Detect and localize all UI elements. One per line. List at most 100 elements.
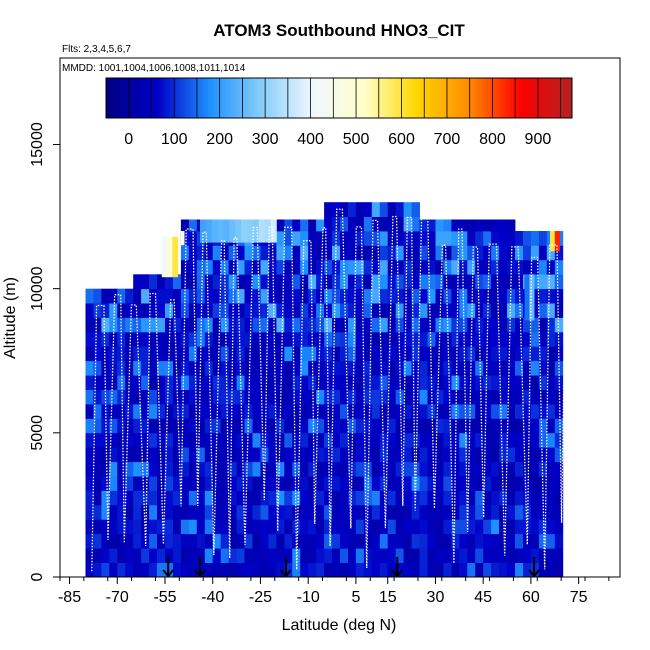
data-cell xyxy=(157,490,166,506)
data-cell xyxy=(491,461,500,477)
colorbar-swatch xyxy=(106,78,110,118)
colorbar-swatch xyxy=(161,78,165,118)
data-cell xyxy=(379,216,389,232)
data-cell xyxy=(300,360,309,376)
data-cell xyxy=(220,548,230,563)
data-cell xyxy=(554,504,564,520)
data-cell xyxy=(387,533,397,549)
data-cell xyxy=(379,432,389,448)
data-cell xyxy=(292,418,301,434)
data-cell xyxy=(403,404,412,419)
data-cell xyxy=(284,346,293,362)
data-cell xyxy=(109,432,118,448)
data-cell xyxy=(300,404,309,419)
data-cell xyxy=(387,548,397,563)
data-cell xyxy=(507,548,516,563)
data-cell xyxy=(348,216,357,232)
data-cell xyxy=(554,303,564,318)
data-cell xyxy=(268,389,277,405)
plot-frame xyxy=(59,57,621,578)
data-cell xyxy=(475,288,484,304)
data-cell xyxy=(459,346,468,362)
data-cell xyxy=(204,519,214,535)
data-cell xyxy=(483,432,492,448)
data-cell xyxy=(467,259,476,275)
data-cell xyxy=(451,274,460,290)
data-cell xyxy=(141,519,150,535)
data-cell xyxy=(395,317,405,333)
data-cell xyxy=(371,432,381,448)
data-cell xyxy=(363,375,373,390)
data-cell xyxy=(348,259,357,275)
data-cell xyxy=(467,231,476,246)
data-cell xyxy=(300,476,309,491)
data-cell xyxy=(546,476,556,491)
data-cell xyxy=(308,519,317,535)
data-cell xyxy=(411,447,420,463)
data-cell xyxy=(403,274,412,290)
feature-cell xyxy=(524,274,530,321)
data-cell xyxy=(371,562,381,577)
data-cell xyxy=(467,533,476,549)
data-cell xyxy=(204,288,214,304)
data-cell xyxy=(530,519,540,535)
data-cell xyxy=(538,375,548,390)
colorbar-swatch xyxy=(391,78,395,118)
feature-cell xyxy=(241,219,248,243)
data-cell xyxy=(125,533,134,549)
data-cell xyxy=(188,245,198,261)
data-cell xyxy=(300,418,309,434)
data-cell xyxy=(451,490,460,506)
data-cell xyxy=(212,303,222,318)
colorbar-swatch xyxy=(443,78,448,118)
data-cell xyxy=(371,418,381,434)
data-cell xyxy=(554,259,564,275)
data-cell xyxy=(125,504,134,520)
data-cell xyxy=(300,562,309,577)
data-cell xyxy=(141,533,150,549)
data-cell xyxy=(260,548,269,563)
data-cell xyxy=(180,447,190,463)
colorbar-tick-label: 600 xyxy=(388,131,415,148)
colorbar-swatch xyxy=(289,78,293,118)
data-cell xyxy=(300,231,309,246)
data-cell xyxy=(236,274,245,290)
data-cell xyxy=(419,404,428,419)
data-cell xyxy=(93,375,102,390)
data-cell xyxy=(403,375,412,390)
arrow-head xyxy=(528,569,540,578)
colorbar-swatch xyxy=(449,78,453,118)
data-cell xyxy=(435,259,444,275)
data-cell xyxy=(538,389,548,405)
data-cell xyxy=(276,519,285,535)
data-cell xyxy=(546,274,556,290)
data-cell xyxy=(411,548,420,563)
data-cell xyxy=(117,519,126,535)
data-cell xyxy=(308,288,317,304)
data-cell xyxy=(379,331,389,347)
data-cell xyxy=(507,519,516,535)
data-cell xyxy=(483,504,492,520)
colorbar-swatch xyxy=(496,78,500,118)
data-cell xyxy=(109,288,118,304)
data-cell xyxy=(141,274,150,290)
data-cell xyxy=(220,447,230,463)
data-cell xyxy=(443,418,452,434)
colorbar-swatch xyxy=(475,78,480,118)
data-cell xyxy=(538,562,548,577)
colorbar-swatch xyxy=(426,78,430,118)
data-cell xyxy=(268,548,277,563)
data-cell xyxy=(538,432,548,448)
colorbar-swatch xyxy=(429,78,433,118)
data-cell xyxy=(157,432,166,448)
data-cell xyxy=(180,476,190,491)
data-cell xyxy=(292,231,301,246)
data-cell xyxy=(419,375,428,390)
data-cell xyxy=(204,533,214,549)
data-cell xyxy=(276,303,285,318)
data-cell xyxy=(411,202,420,217)
data-cell xyxy=(180,375,190,390)
data-cell xyxy=(475,476,484,491)
data-cell xyxy=(109,476,118,491)
data-cell xyxy=(292,504,301,520)
